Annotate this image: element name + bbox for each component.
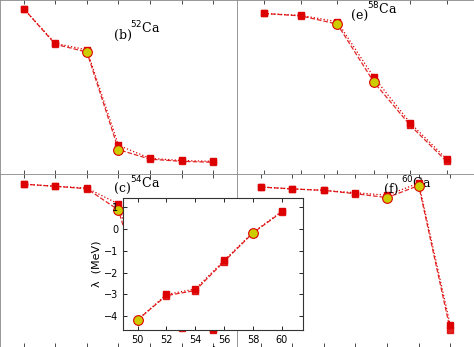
Y-axis label: λ  (MeV): λ (MeV): [91, 240, 101, 287]
Text: (c): (c): [114, 183, 131, 196]
Text: (e): (e): [351, 10, 368, 23]
Text: $^{52}$Ca: $^{52}$Ca: [130, 20, 161, 36]
Text: $^{54}$Ca: $^{54}$Ca: [130, 174, 161, 191]
Text: (b): (b): [114, 29, 132, 42]
Text: (f): (f): [384, 183, 399, 196]
Text: $^{60}$Ca: $^{60}$Ca: [401, 174, 431, 191]
X-axis label: A: A: [210, 346, 217, 347]
Text: $^{58}$Ca: $^{58}$Ca: [367, 1, 398, 17]
